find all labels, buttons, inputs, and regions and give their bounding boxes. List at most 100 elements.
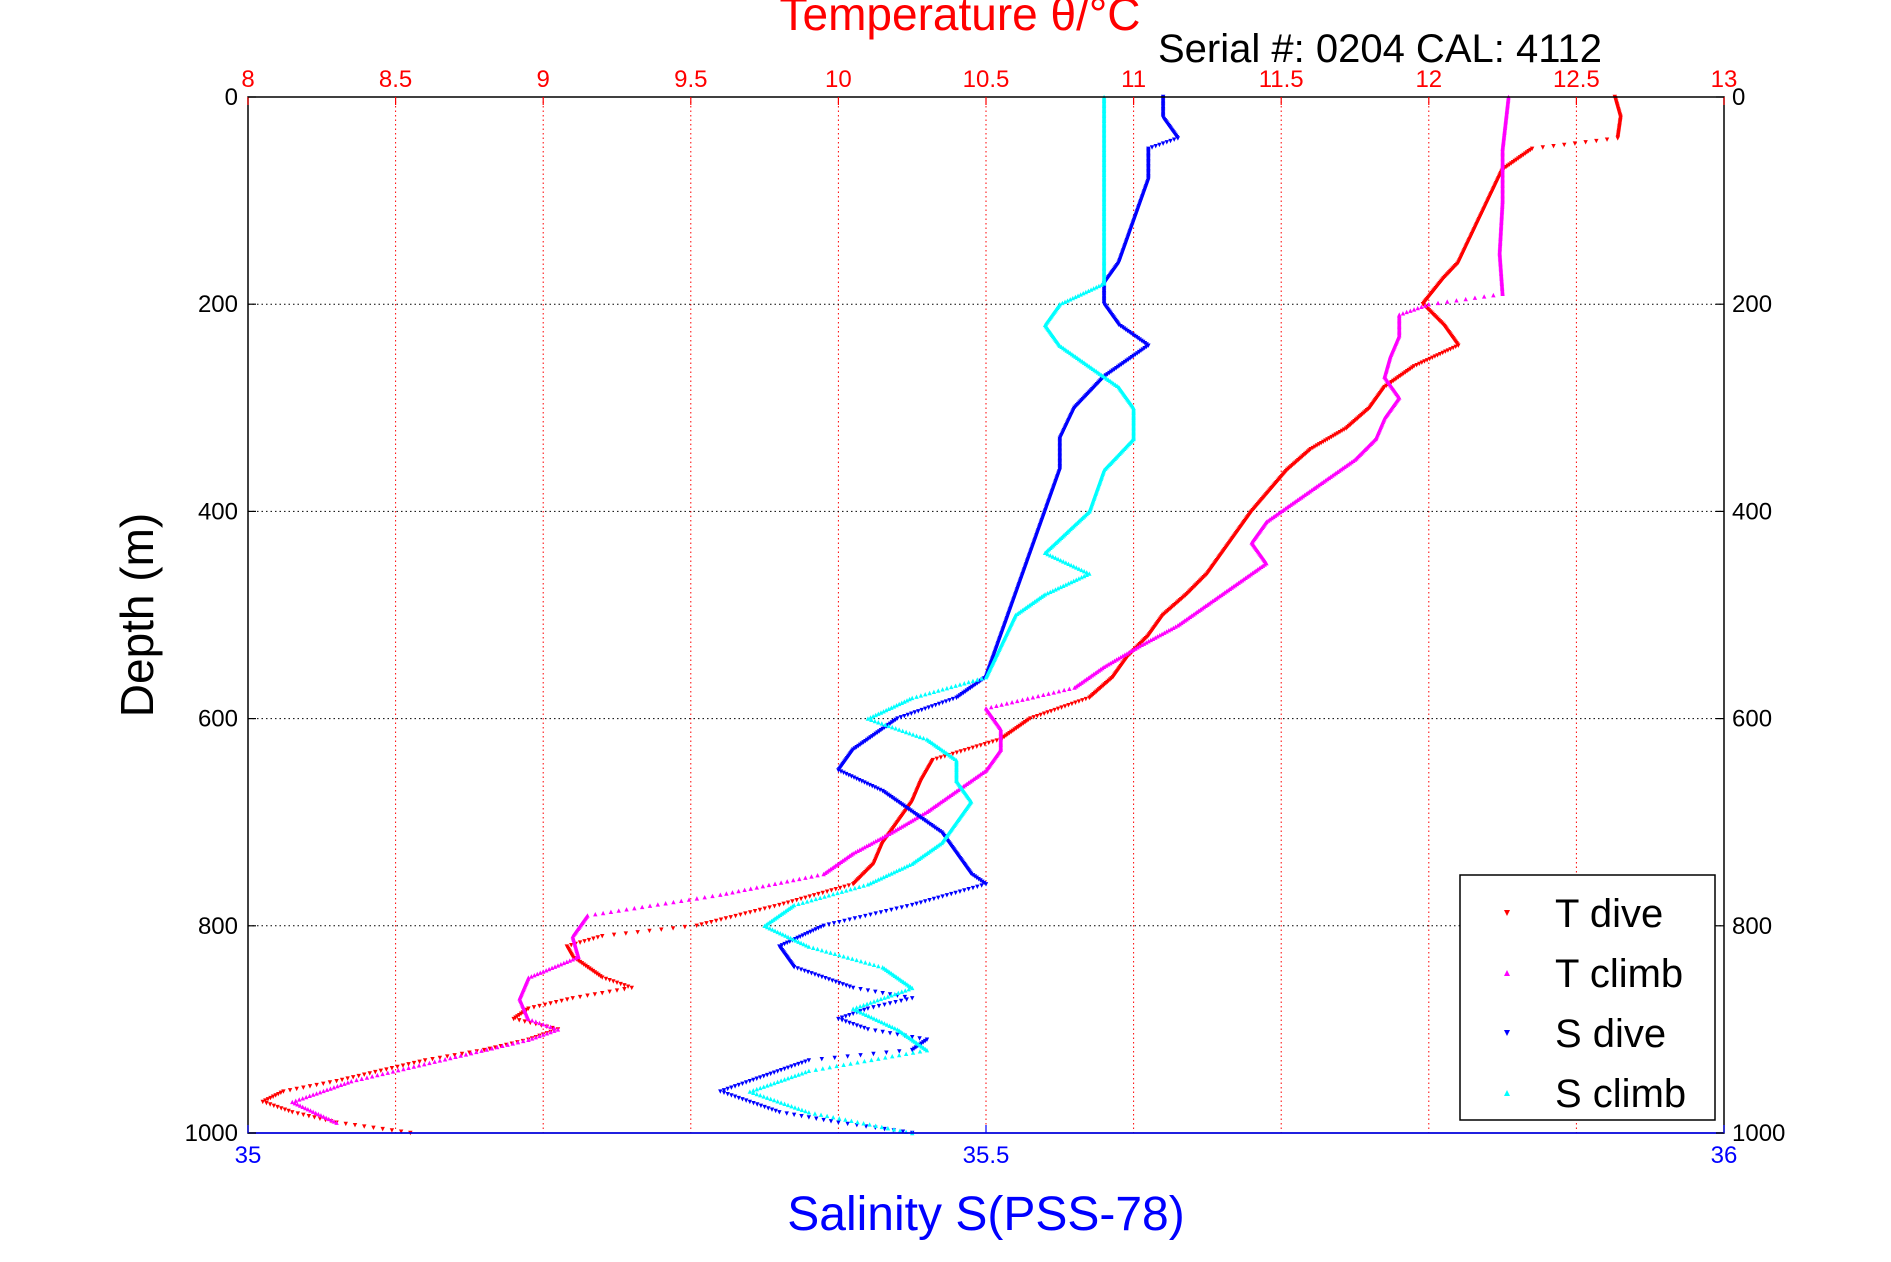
data-point [600,990,605,996]
data-point [820,1066,825,1071]
data-point [878,710,884,715]
data-point [1514,157,1519,162]
data-point [903,1051,909,1056]
data-point [816,926,821,931]
data-point [437,1058,443,1063]
data-point [526,1037,531,1042]
data-point [869,1057,874,1063]
data-point [1139,642,1144,648]
data-point [1410,365,1415,370]
data-point [1012,727,1017,732]
data-point [923,899,928,904]
data-point [1516,156,1521,161]
data-point [907,696,912,702]
data-point [913,812,918,817]
data-point [1134,334,1139,340]
data-point [416,1063,422,1068]
data-point [1052,707,1057,713]
data-point [846,773,852,778]
data-point [364,1075,370,1080]
temperature-tick-label: 12 [1415,66,1442,93]
data-point [895,1032,900,1037]
data-point [564,997,570,1002]
data-point [883,1055,888,1060]
data-point [290,1099,295,1105]
data-point [474,1049,479,1055]
data-point [846,883,852,888]
data-point [758,1093,763,1098]
data-point [526,1006,531,1011]
data-point [854,957,859,963]
data-point [809,898,814,903]
data-point [873,1123,878,1128]
data-point [890,724,895,730]
data-point [1391,378,1396,384]
data-point [1099,282,1104,287]
data-point [398,1129,404,1134]
data-point [306,1113,312,1119]
data-point [910,1034,915,1040]
data-point [278,1090,284,1096]
data-point [632,905,637,911]
data-point [840,982,845,987]
data-point [350,1075,356,1080]
data-point [1481,294,1487,299]
data-point [552,1028,557,1033]
data-point [1081,568,1087,574]
data-point [936,688,941,693]
data-point [1080,698,1085,703]
data-point [748,886,753,891]
data-point [891,1127,897,1132]
data-point [736,1082,741,1088]
data-point [859,741,865,746]
data-point [607,989,612,995]
x-axis-label: Salinity S(PSS-78) [787,1188,1184,1241]
data-point [844,771,849,777]
data-point [898,998,904,1004]
data-point [925,820,931,826]
data-point [784,1111,789,1116]
data-point [724,891,729,896]
data-point [962,681,967,686]
data-point [916,814,922,819]
data-point [1135,336,1141,341]
data-point [1062,704,1068,709]
data-point [809,971,814,976]
data-point [375,1072,380,1078]
data-point [1019,722,1024,727]
data-point [389,1066,395,1071]
data-point [857,847,863,852]
data-point [281,1089,286,1094]
data-point [1316,442,1322,447]
data-point [877,1018,882,1024]
data-point [1116,322,1122,328]
data-point [972,874,978,879]
data-point [1068,562,1074,568]
data-point [768,1096,773,1102]
data-point [815,873,820,878]
data-point [321,1088,326,1094]
data-point [1389,380,1394,385]
data-point [647,928,652,934]
data-point [785,1065,791,1070]
data-point [956,694,961,699]
data-point [754,885,759,890]
data-point [751,1090,756,1095]
data-point [758,1075,763,1080]
data-point [300,1104,305,1109]
data-point [772,881,778,886]
data-point [1066,581,1071,586]
data-point [679,898,684,904]
data-point [558,961,564,967]
data-point [561,960,567,966]
data-point [751,1101,756,1106]
data-point [857,884,862,889]
data-point [553,1000,559,1005]
data-point [932,825,937,830]
data-point [321,1081,326,1086]
data-point [1107,370,1112,376]
data-point [1061,583,1066,588]
depth-tick-label: 600 [198,706,238,733]
data-point [267,1102,273,1107]
data-point [718,892,723,897]
